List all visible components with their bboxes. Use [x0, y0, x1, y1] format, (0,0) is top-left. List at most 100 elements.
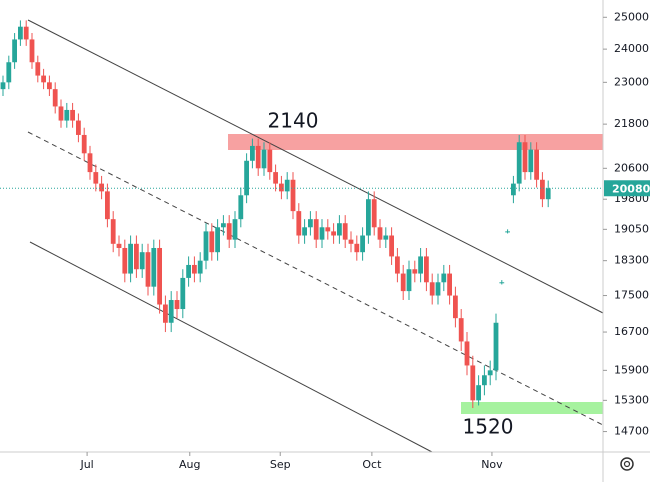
candle-body [366, 199, 371, 236]
candle-body [441, 273, 447, 283]
candle-body [18, 26, 23, 40]
candle-body [516, 142, 522, 184]
candle-body [267, 149, 273, 173]
channel-middle [27, 131, 604, 426]
candle-body [76, 120, 81, 135]
candle-body [244, 160, 249, 196]
y-tick-label: 23000 [614, 75, 649, 88]
candle-body [47, 82, 52, 90]
annotation: 2140 [268, 109, 319, 133]
candle-body [429, 282, 435, 296]
candle-body [511, 183, 516, 196]
candle-body [383, 235, 389, 240]
candle-body [389, 235, 394, 257]
candle-body [221, 223, 226, 228]
candle-body [308, 219, 313, 228]
x-tick-label: Nov [481, 458, 503, 471]
candle-body [325, 227, 331, 232]
candle-body [406, 269, 412, 292]
candle-body [371, 199, 377, 228]
candle-body [348, 239, 354, 244]
candle-body [116, 243, 122, 248]
candle-body [470, 365, 476, 401]
candle-body [487, 370, 493, 376]
candle-body [180, 277, 186, 310]
candle-body [87, 153, 93, 173]
candle-body [41, 75, 46, 83]
candle-body [505, 231, 510, 233]
x-tick-label: Oct [362, 458, 382, 471]
candle-body [226, 223, 232, 240]
channel-upper [27, 19, 604, 314]
candle-body [209, 231, 215, 253]
candle-body [12, 39, 17, 63]
candle-body [499, 282, 505, 284]
candle-body [354, 243, 360, 253]
candle-body [412, 269, 418, 274]
candle-body [128, 243, 133, 274]
y-tick-label: 15300 [614, 393, 649, 406]
y-tick-label: 24000 [614, 42, 649, 55]
candle-body [110, 219, 116, 244]
candle-body [534, 149, 539, 180]
y-tick-label: 20600 [614, 161, 649, 174]
y-tick-label: 18300 [614, 254, 649, 267]
candle-body [70, 109, 75, 121]
candle-body [273, 172, 278, 184]
candle-body [342, 223, 348, 240]
candle-body [6, 62, 12, 83]
y-tick-label: 17500 [614, 289, 649, 302]
settings-icon[interactable] [620, 457, 634, 471]
candle-body [139, 252, 145, 270]
channel-lower [29, 241, 433, 453]
candle-body [458, 318, 464, 342]
candle-body [215, 227, 220, 253]
candle-body [464, 341, 470, 366]
x-tick-label: Aug [179, 458, 200, 471]
gear-ring [620, 457, 634, 471]
candle-body [157, 247, 162, 305]
annotation: 1520 [463, 415, 514, 439]
gear-hub [623, 460, 631, 468]
candle-body [313, 219, 319, 240]
candle-body [418, 256, 423, 274]
y-tick-label: 14700 [614, 425, 649, 438]
candle-body [145, 252, 151, 287]
candle-body [23, 26, 29, 40]
candle-body [29, 39, 35, 63]
resistance-zone [228, 134, 603, 150]
candle-body [52, 89, 58, 107]
candle-body [528, 149, 534, 173]
candle-body [319, 227, 325, 240]
candle-body [360, 235, 365, 253]
last-price-label: 20080 [612, 182, 650, 195]
y-tick-label: 16700 [614, 325, 649, 338]
y-tick-label: 15900 [614, 363, 649, 376]
candle-body [238, 195, 244, 220]
candle-body [447, 273, 452, 296]
candle-body [81, 134, 87, 154]
x-tick-label: Jul [79, 458, 93, 471]
candle-body [58, 106, 64, 121]
candle-body [540, 179, 545, 200]
candle-body [302, 227, 307, 236]
candle-body [395, 256, 400, 274]
candle-body [279, 183, 284, 192]
candle-body [105, 191, 110, 220]
candle-body [35, 62, 41, 76]
candle-body [122, 247, 128, 274]
candle-body [377, 227, 383, 240]
candle-body [453, 295, 458, 319]
x-tick-label: Sep [270, 458, 291, 471]
candle-body [0, 82, 6, 90]
candle-body [296, 211, 302, 236]
candle-body [99, 183, 104, 192]
y-tick-label: 19050 [614, 222, 649, 235]
candle-body [476, 385, 481, 401]
candle-body [435, 282, 441, 296]
candle-body [482, 375, 487, 386]
candle-body [261, 149, 267, 169]
candle-body [186, 264, 191, 278]
candle-body [337, 223, 342, 236]
